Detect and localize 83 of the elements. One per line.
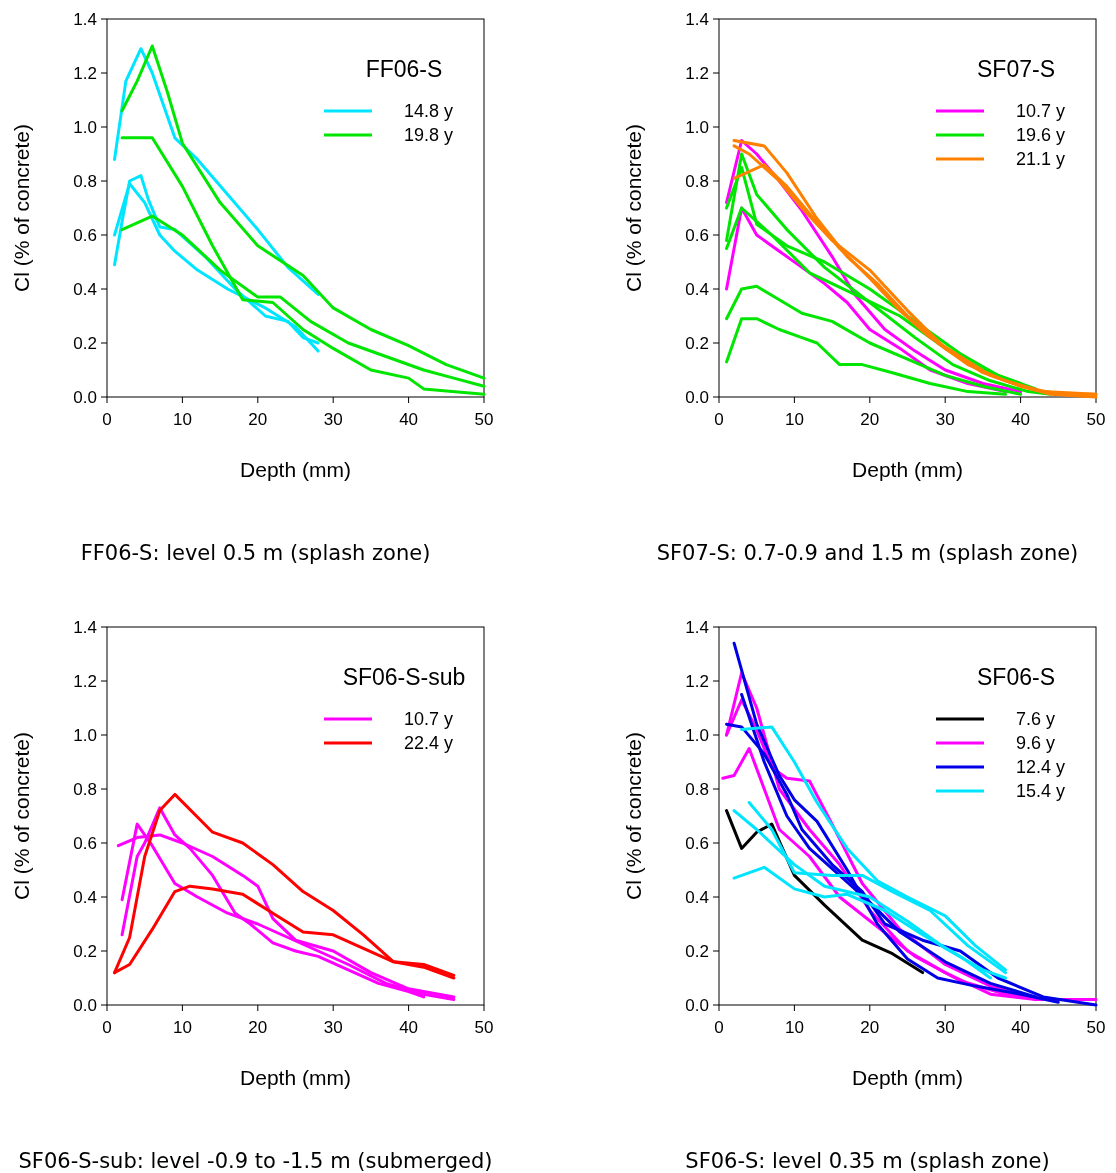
y-tick-label: 0.2: [73, 941, 97, 961]
y-tick-label: 1.2: [685, 671, 709, 691]
x-tick-label: 10: [172, 1018, 192, 1037]
legend-title: SF06-S: [977, 664, 1055, 690]
y-tick-label: 0.4: [73, 279, 97, 299]
x-tick-label: 30: [935, 1018, 955, 1037]
x-tick-label: 0: [714, 410, 724, 429]
x-tick-label: 0: [102, 410, 112, 429]
y-tick-label: 0.6: [73, 833, 97, 853]
y-tick-label: 0.8: [685, 779, 709, 799]
y-tick-label: 0.8: [685, 171, 709, 191]
legend-label: 9.6 y: [1016, 733, 1056, 754]
legend-label: 19.8 y: [404, 125, 454, 146]
legend-label: 7.6 y: [1016, 709, 1056, 730]
text: FF06-S: level 0.5 m (splash zone): [80, 541, 431, 565]
y-tick-label: 1.2: [73, 671, 97, 691]
x-tick-label: 30: [935, 410, 955, 429]
y-tick-label: 0.6: [685, 833, 709, 853]
y-tick-label: 1.4: [73, 617, 97, 637]
x-tick-label: 50: [474, 1018, 494, 1037]
text: SF06-S-sub: level -0.9 to -1.5 m (submerged): [18, 1149, 493, 1173]
y-tick-label: 1.4: [685, 9, 709, 29]
y-axis-title: Cl (% of concrete): [10, 731, 33, 901]
x-tick-label: 20: [860, 1018, 880, 1037]
legend-label: 10.7 y: [1016, 101, 1066, 122]
y-tick-label: 1.2: [73, 63, 97, 83]
y-tick-label: 1.0: [73, 117, 97, 137]
x-tick-label: 40: [399, 1018, 419, 1037]
x-tick-label: 20: [248, 1018, 268, 1037]
legend-label: 21.1 y: [1016, 149, 1066, 170]
y-tick-label: 0.0: [685, 387, 709, 407]
x-tick-label: 0: [102, 1018, 112, 1037]
y-tick-label: 0.6: [73, 225, 97, 245]
y-tick-label: 0.4: [685, 279, 709, 299]
x-axis-title: Depth (mm): [852, 1066, 963, 1089]
y-tick-label: 0.0: [685, 995, 709, 1015]
y-tick-label: 0.4: [73, 887, 97, 907]
x-axis-title: Depth (mm): [240, 458, 351, 481]
legend-label: 12.4 y: [1016, 757, 1066, 778]
legend-label: 22.4 y: [404, 733, 454, 754]
legend-label: 19.6 y: [1016, 125, 1066, 146]
x-tick-label: 50: [1086, 410, 1106, 429]
legend-title: FF06-S: [365, 56, 443, 82]
legend-label: 10.7 y: [404, 709, 454, 730]
y-tick-label: 1.4: [73, 9, 97, 29]
x-tick-label: 40: [1011, 1018, 1031, 1037]
y-tick-label: 0.2: [73, 333, 97, 353]
y-tick-label: 0.0: [73, 387, 97, 407]
x-tick-label: 10: [172, 410, 192, 429]
y-tick-label: 0.8: [73, 171, 97, 191]
x-tick-label: 40: [1011, 410, 1031, 429]
legend-label: 15.4 y: [1016, 781, 1066, 802]
y-tick-label: 0.2: [685, 333, 709, 353]
x-tick-label: 0: [714, 1018, 724, 1037]
x-tick-label: 50: [1086, 1018, 1106, 1037]
y-tick-label: 0.8: [73, 779, 97, 799]
x-tick-label: 20: [248, 410, 268, 429]
y-tick-label: 0.2: [685, 941, 709, 961]
y-tick-label: 1.0: [685, 117, 709, 137]
legend-label: 14.8 y: [404, 101, 454, 122]
x-tick-label: 30: [323, 410, 343, 429]
x-tick-label: 10: [784, 410, 804, 429]
y-tick-label: 1.2: [685, 63, 709, 83]
y-tick-label: 0.6: [685, 225, 709, 245]
y-tick-label: 1.4: [685, 617, 709, 637]
x-tick-label: 20: [860, 410, 880, 429]
y-tick-label: 0.0: [73, 995, 97, 1015]
text: SF06-S: level 0.35 m (splash zone): [685, 1149, 1050, 1173]
x-axis-title: Depth (mm): [240, 1066, 351, 1089]
x-tick-label: 40: [399, 410, 419, 429]
y-axis-title: Cl (% of concrete): [622, 731, 645, 901]
x-tick-label: 30: [323, 1018, 343, 1037]
legend-title: SF06-S-sub: [342, 664, 466, 690]
y-tick-label: 1.0: [685, 725, 709, 745]
x-tick-label: 10: [784, 1018, 804, 1037]
x-axis-title: Depth (mm): [852, 458, 963, 481]
y-axis-title: Cl (% of concrete): [10, 123, 33, 293]
x-tick-label: 50: [474, 410, 494, 429]
y-tick-label: 0.4: [685, 887, 709, 907]
text: SF07-S: 0.7-0.9 and 1.5 m (splash zone): [656, 541, 1079, 565]
y-tick-label: 1.0: [73, 725, 97, 745]
legend-title: SF07-S: [977, 56, 1055, 82]
y-axis-title: Cl (% of concrete): [622, 123, 645, 293]
